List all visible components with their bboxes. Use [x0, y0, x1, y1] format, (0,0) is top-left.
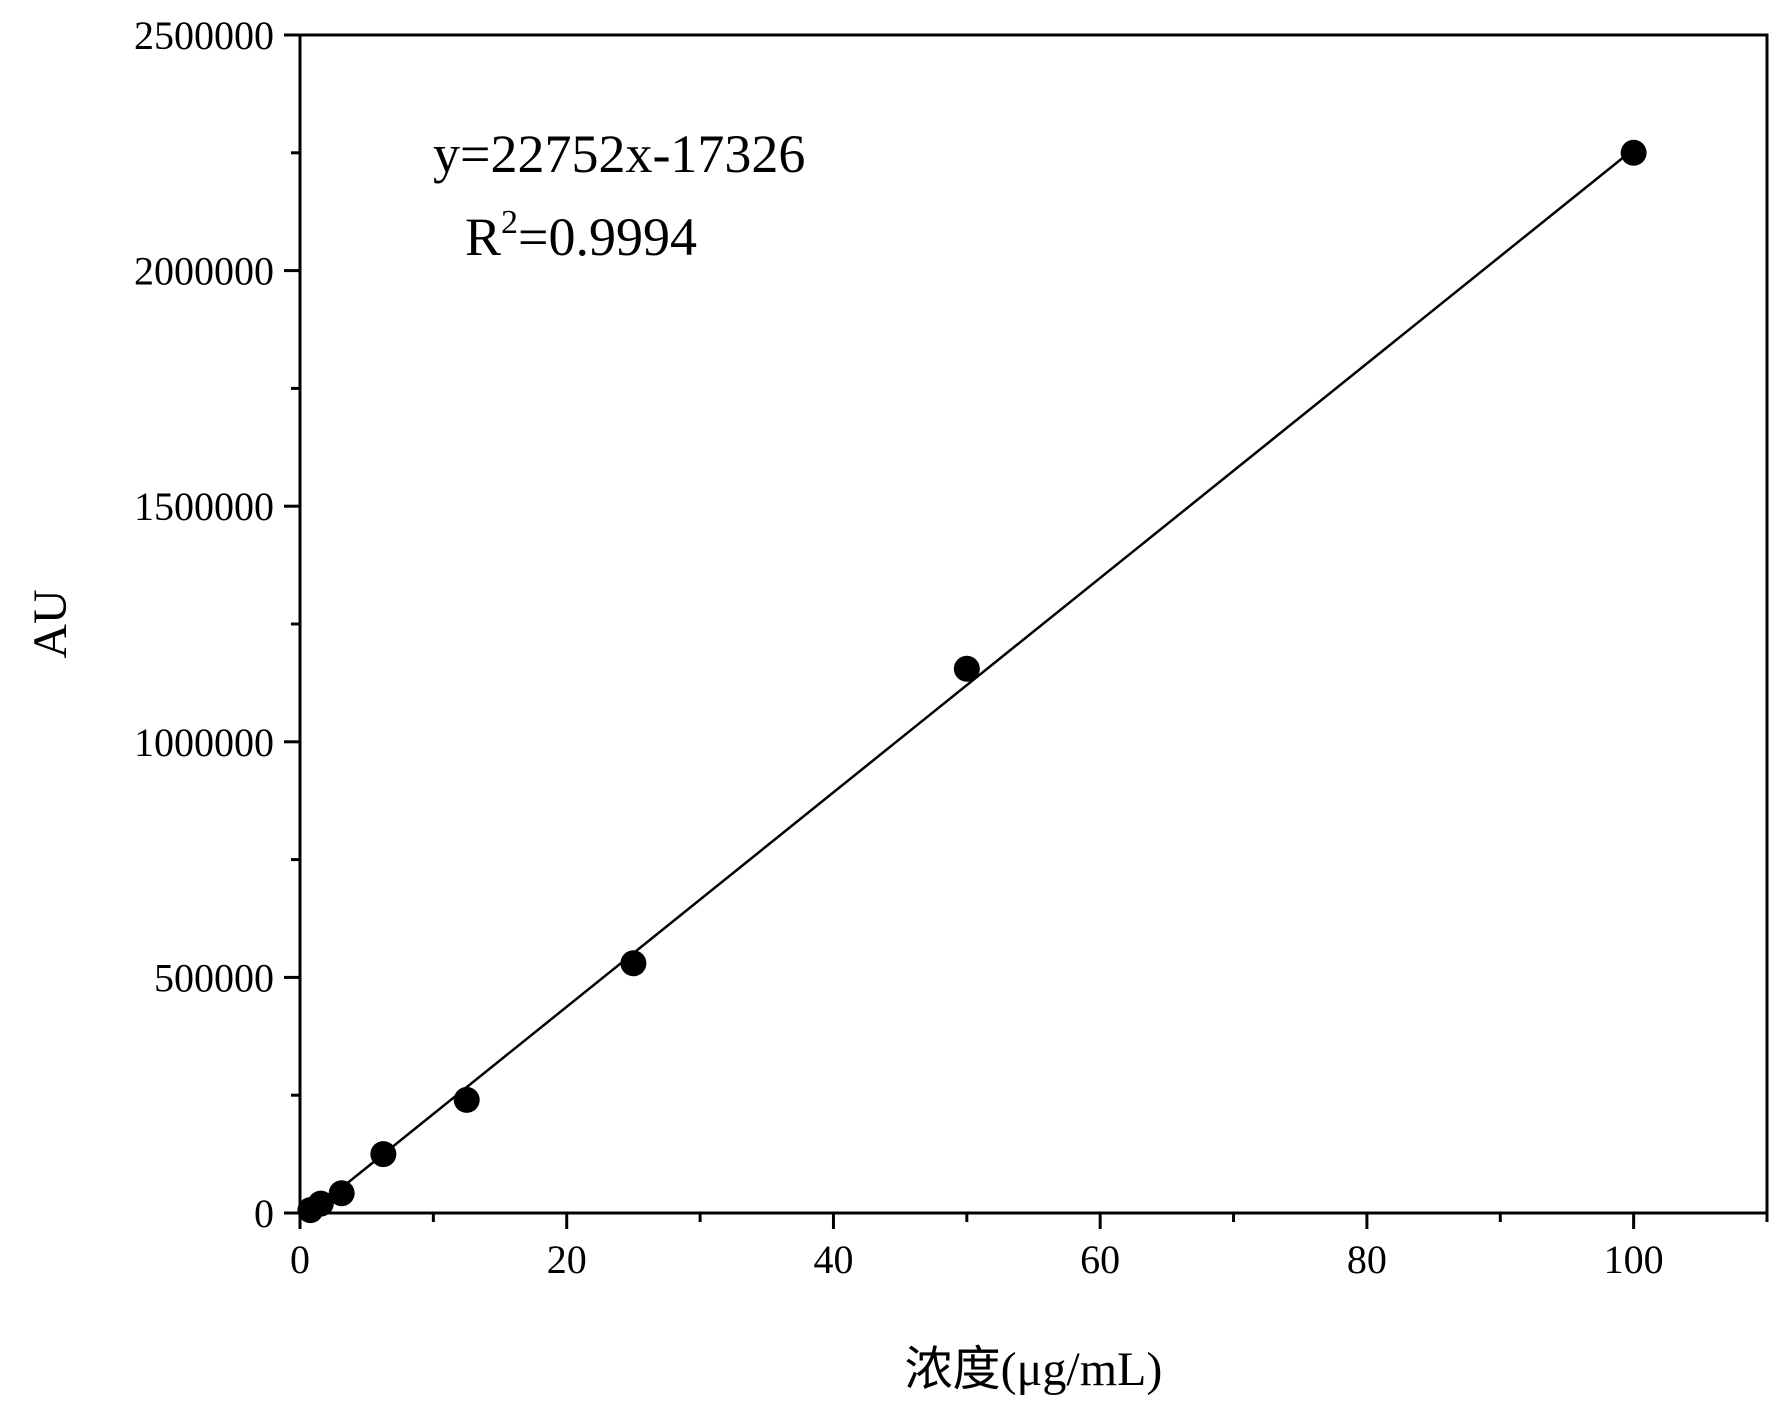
- r-squared-annotation: R2=0.9994: [465, 204, 697, 267]
- fit-line: [309, 148, 1635, 1214]
- x-tick-label: 0: [290, 1237, 310, 1282]
- y-tick-label: 1000000: [134, 720, 274, 765]
- data-point: [1620, 139, 1647, 166]
- x-tick-label: 100: [1604, 1237, 1664, 1282]
- y-tick-label: 500000: [154, 955, 274, 1000]
- axis-tick-labels: 0 20 40 60 80 100 0 500000 1000000 1500000 2000000…: [134, 13, 1664, 1282]
- y-tick-label: 1500000: [134, 484, 274, 529]
- x-axis-title: 浓度(μg/mL): [905, 1343, 1163, 1396]
- fit-equation: y=22752x-17326: [433, 124, 805, 184]
- r2-prefix: R: [465, 207, 501, 267]
- axis-ticks: [284, 33, 1769, 1229]
- x-tick-label: 20: [547, 1237, 587, 1282]
- data-point: [307, 1190, 334, 1217]
- y-tick-label: 2500000: [134, 13, 274, 58]
- x-tick-label: 40: [813, 1237, 853, 1282]
- x-tick-label: 60: [1080, 1237, 1120, 1282]
- y-tick-label: 0: [254, 1191, 274, 1236]
- data-points: [297, 139, 1647, 1224]
- data-point: [620, 950, 647, 977]
- r2-value: =0.9994: [518, 207, 697, 267]
- data-point: [453, 1086, 480, 1113]
- r2-superscript: 2: [501, 204, 518, 241]
- data-point: [953, 655, 980, 682]
- y-axis-title: AU: [24, 589, 77, 658]
- data-point: [370, 1141, 397, 1168]
- data-point: [328, 1180, 355, 1207]
- y-tick-label: 2000000: [134, 249, 274, 294]
- x-tick-label: 80: [1347, 1237, 1387, 1282]
